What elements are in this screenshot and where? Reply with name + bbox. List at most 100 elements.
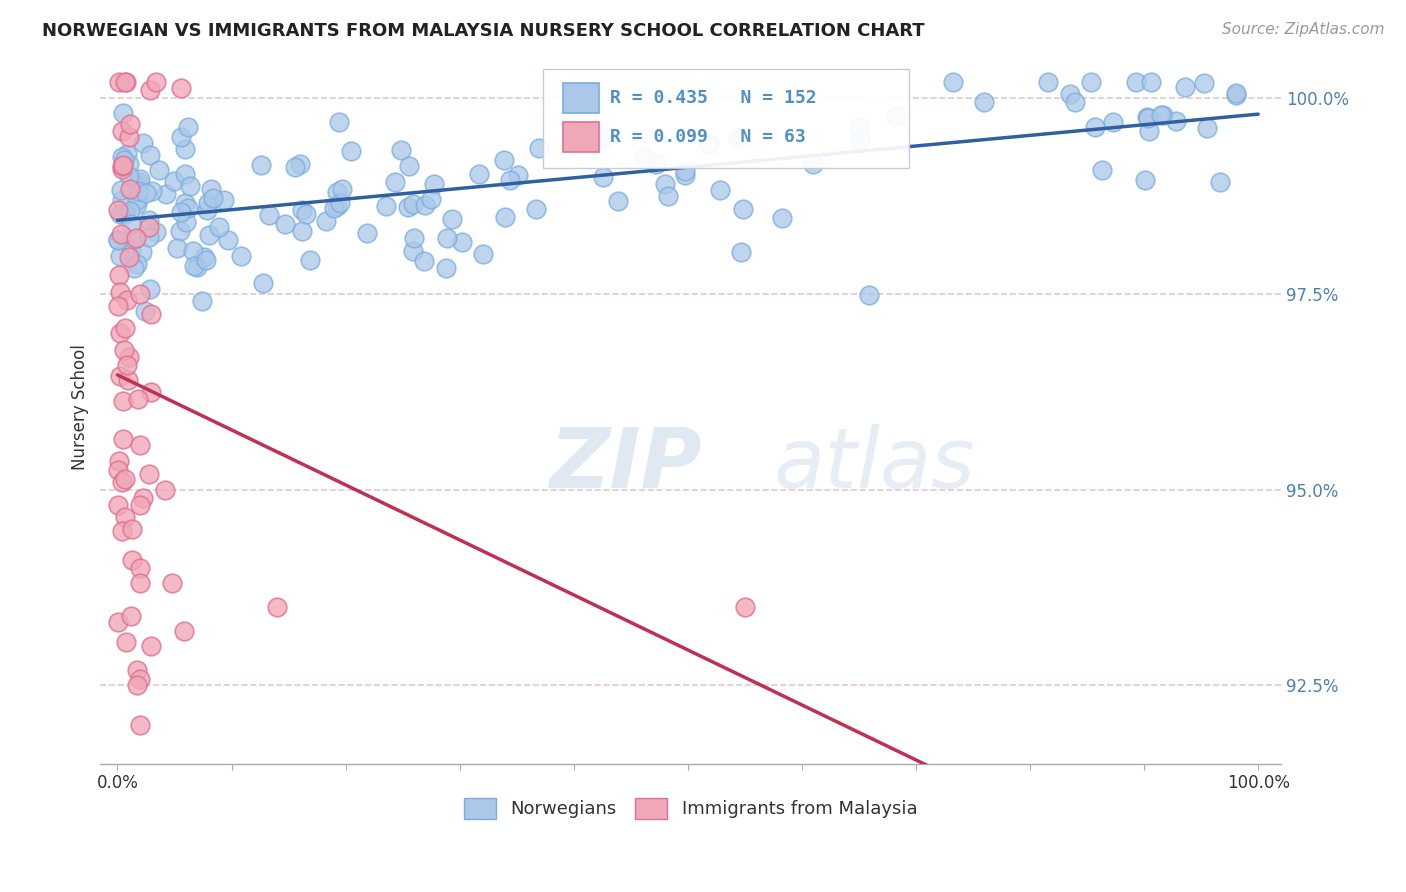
Point — [173, 624, 195, 638]
Point — [730, 245, 752, 260]
Point — [129, 672, 152, 686]
Point — [942, 75, 965, 89]
Point — [325, 198, 347, 212]
Point — [440, 212, 463, 227]
Point — [107, 75, 129, 89]
Point — [402, 196, 425, 211]
Point — [1036, 75, 1059, 89]
Legend: Norwegians, Immigrants from Malaysia: Norwegians, Immigrants from Malaysia — [457, 791, 925, 826]
Point — [451, 235, 474, 249]
Point — [125, 678, 148, 692]
Point — [252, 277, 274, 291]
Point — [1140, 75, 1163, 89]
Point — [117, 350, 139, 364]
Point — [1102, 115, 1125, 129]
Point — [193, 250, 215, 264]
Point — [118, 130, 141, 145]
Point — [848, 133, 870, 147]
Point — [527, 141, 550, 155]
Point — [138, 282, 160, 296]
Point — [404, 231, 426, 245]
Point — [111, 124, 134, 138]
Point — [107, 233, 129, 247]
Point — [148, 163, 170, 178]
Point — [423, 177, 446, 191]
Point — [634, 150, 657, 164]
Point — [645, 157, 668, 171]
Point — [118, 117, 141, 131]
Point — [229, 249, 252, 263]
Point — [195, 203, 218, 218]
Point — [115, 293, 138, 307]
Point — [673, 168, 696, 182]
Point — [110, 249, 132, 263]
Point — [288, 157, 311, 171]
Point — [499, 173, 522, 187]
Point — [472, 247, 495, 261]
Point — [436, 230, 458, 244]
Point — [328, 115, 350, 129]
Point — [1125, 75, 1147, 89]
Point — [1152, 108, 1174, 122]
Point — [492, 153, 515, 168]
Point — [412, 253, 434, 268]
Point — [125, 178, 148, 192]
Point — [467, 167, 489, 181]
Point — [200, 182, 222, 196]
Point — [384, 175, 406, 189]
Point — [139, 384, 162, 399]
Point — [173, 167, 195, 181]
Point — [114, 75, 136, 89]
Bar — [564, 84, 599, 113]
Point — [114, 472, 136, 486]
Point — [112, 106, 135, 120]
Point — [108, 285, 131, 299]
Point — [114, 321, 136, 335]
Point — [170, 80, 193, 95]
Point — [117, 358, 139, 372]
Point — [524, 202, 547, 216]
Point — [1174, 79, 1197, 94]
Point — [389, 143, 412, 157]
Point — [134, 303, 156, 318]
Point — [274, 217, 297, 231]
Point — [111, 158, 134, 172]
Point — [179, 179, 201, 194]
Point — [506, 168, 529, 182]
Text: Source: ZipAtlas.com: Source: ZipAtlas.com — [1222, 22, 1385, 37]
Point — [128, 175, 150, 189]
Point — [138, 229, 160, 244]
Point — [315, 214, 337, 228]
Point — [1192, 76, 1215, 90]
Point — [115, 147, 138, 161]
Point — [1059, 87, 1081, 102]
Point — [973, 95, 995, 110]
Point — [198, 227, 221, 242]
Point — [141, 307, 163, 321]
Point — [284, 160, 307, 174]
Point — [145, 75, 167, 89]
Point — [139, 640, 162, 654]
Point — [356, 226, 378, 240]
Point — [107, 462, 129, 476]
Point — [396, 200, 419, 214]
Point — [1063, 95, 1085, 109]
Point — [1166, 113, 1188, 128]
Point — [266, 600, 288, 615]
Point — [107, 615, 129, 629]
Point — [112, 393, 135, 408]
Point — [138, 220, 160, 235]
Point — [170, 130, 193, 145]
Point — [709, 183, 731, 197]
Text: atlas: atlas — [773, 424, 974, 505]
Point — [332, 181, 354, 195]
Point — [197, 195, 219, 210]
Point — [128, 576, 150, 591]
Point — [118, 203, 141, 218]
Point — [111, 432, 134, 446]
Point — [1150, 108, 1173, 122]
Point — [212, 193, 235, 207]
Point — [402, 244, 425, 259]
Point — [114, 207, 136, 221]
Point — [111, 162, 134, 177]
